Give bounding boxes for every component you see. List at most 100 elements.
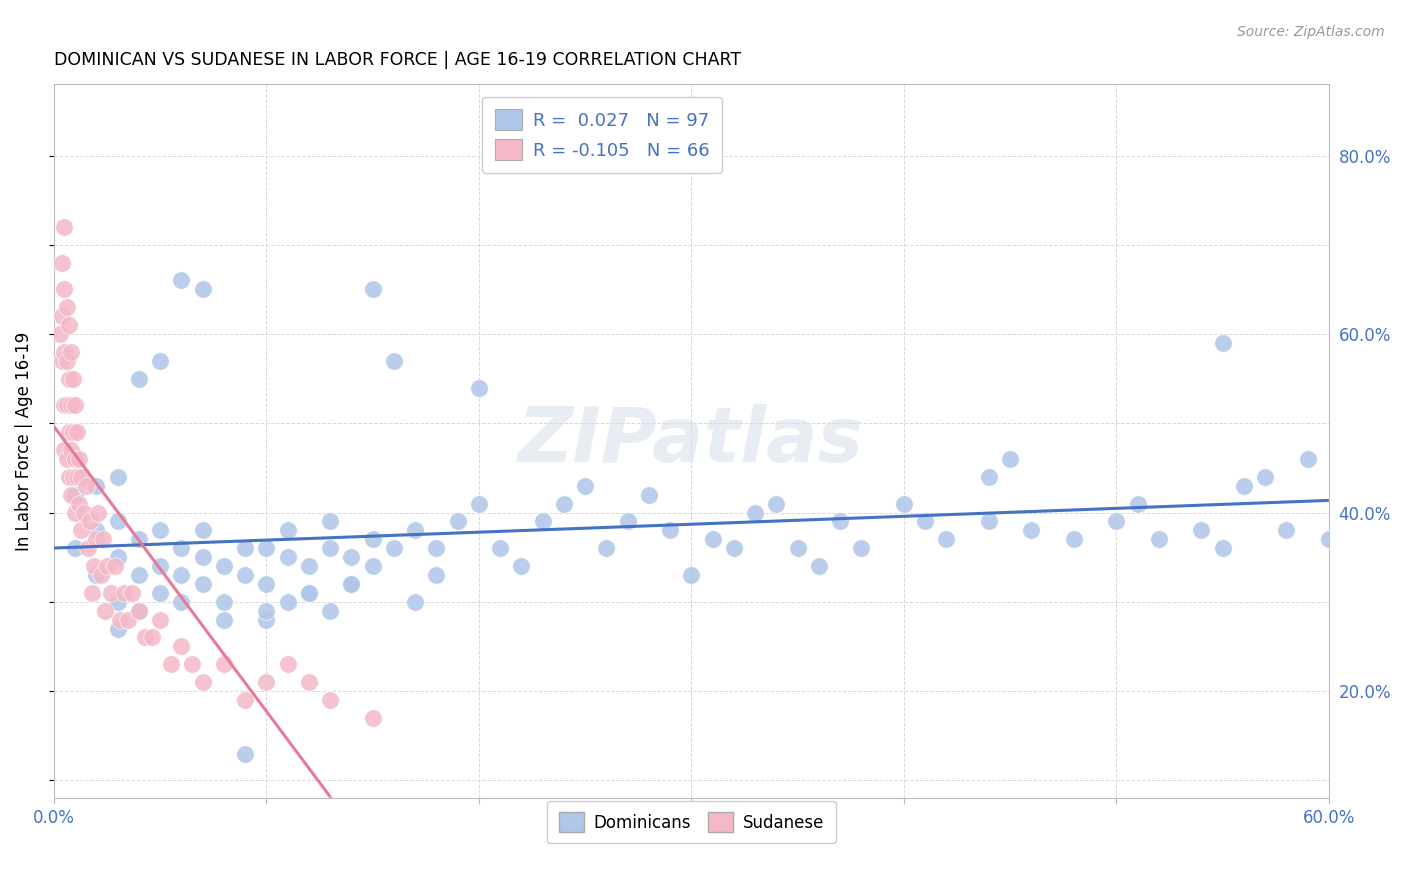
Point [1189, 524, 1212, 538]
Legend: Dominicans, Sudanese: Dominicans, Sudanese [547, 801, 835, 843]
Point [107, 622, 129, 636]
Point [51, 309, 73, 323]
Point [53, 399, 76, 413]
Point [786, 541, 808, 556]
Point [361, 282, 384, 296]
Point [112, 586, 135, 600]
Point [404, 524, 426, 538]
Text: DOMINICAN VS SUDANESE IN LABOR FORCE | AGE 16-19 CORRELATION CHART: DOMINICAN VS SUDANESE IN LABOR FORCE | A… [53, 51, 741, 69]
Point [80, 586, 103, 600]
Point [998, 452, 1021, 467]
Point [55, 452, 77, 467]
Point [63, 452, 86, 467]
Point [254, 613, 277, 627]
Point [1063, 533, 1085, 547]
Point [489, 541, 512, 556]
Point [149, 613, 172, 627]
Point [212, 657, 235, 672]
Point [63, 506, 86, 520]
Point [298, 586, 321, 600]
Point [83, 559, 105, 574]
Point [851, 541, 873, 556]
Point [86, 568, 108, 582]
Point [723, 541, 745, 556]
Point [86, 524, 108, 538]
Text: Source: ZipAtlas.com: Source: ZipAtlas.com [1237, 25, 1385, 39]
Point [128, 533, 150, 547]
Point [828, 515, 851, 529]
Point [468, 497, 491, 511]
Point [233, 568, 256, 582]
Point [51, 353, 73, 368]
Point [181, 657, 204, 672]
Point [170, 640, 193, 654]
Point [67, 497, 90, 511]
Point [1275, 524, 1298, 538]
Point [49, 326, 72, 341]
Point [702, 533, 724, 547]
Point [51, 255, 73, 269]
Point [361, 559, 384, 574]
Point [382, 541, 405, 556]
Point [616, 515, 638, 529]
Point [277, 595, 299, 609]
Point [91, 533, 114, 547]
Point [72, 506, 94, 520]
Point [254, 577, 277, 591]
Point [191, 550, 214, 565]
Point [531, 515, 554, 529]
Point [574, 479, 596, 493]
Point [233, 693, 256, 707]
Point [744, 506, 766, 520]
Point [212, 613, 235, 627]
Point [319, 515, 342, 529]
Point [254, 604, 277, 618]
Point [170, 568, 193, 582]
Point [86, 533, 108, 547]
Point [134, 631, 156, 645]
Point [191, 524, 214, 538]
Point [361, 711, 384, 725]
Point [107, 470, 129, 484]
Point [340, 550, 363, 565]
Point [59, 443, 82, 458]
Point [446, 515, 468, 529]
Point [159, 657, 181, 672]
Point [914, 515, 936, 529]
Point [1254, 470, 1277, 484]
Point [233, 747, 256, 761]
Point [104, 559, 127, 574]
Point [382, 353, 405, 368]
Point [404, 595, 426, 609]
Point [1296, 452, 1319, 467]
Point [58, 425, 80, 440]
Point [66, 470, 89, 484]
Point [79, 515, 101, 529]
Y-axis label: In Labor Force | Age 16-19: In Labor Force | Age 16-19 [15, 332, 32, 550]
Point [233, 541, 256, 556]
Point [893, 497, 915, 511]
Point [553, 497, 575, 511]
Point [96, 559, 118, 574]
Point [212, 559, 235, 574]
Point [90, 568, 112, 582]
Point [76, 541, 98, 556]
Point [55, 300, 77, 314]
Point [170, 273, 193, 287]
Point [53, 344, 76, 359]
Point [149, 559, 172, 574]
Point [1212, 335, 1234, 350]
Point [58, 318, 80, 332]
Point [298, 559, 321, 574]
Point [277, 524, 299, 538]
Point [66, 425, 89, 440]
Point [128, 604, 150, 618]
Point [254, 675, 277, 690]
Point [149, 353, 172, 368]
Point [75, 479, 97, 493]
Point [108, 613, 131, 627]
Point [340, 577, 363, 591]
Point [59, 344, 82, 359]
Point [149, 524, 172, 538]
Point [63, 488, 86, 502]
